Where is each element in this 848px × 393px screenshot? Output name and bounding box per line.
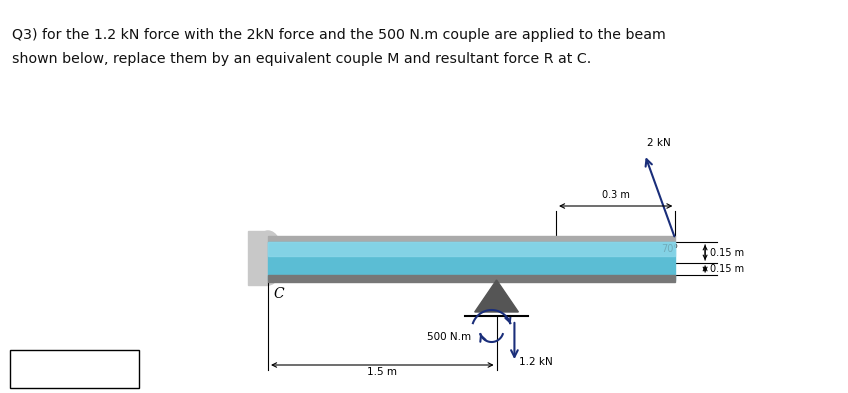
Text: 0.3 m: 0.3 m (602, 190, 630, 200)
Bar (10, 350, 139, 388)
Text: 2 kN: 2 kN (647, 138, 671, 149)
Text: shown below, replace them by an equivalent couple M and resultant force R at C.: shown below, replace them by an equivale… (12, 52, 591, 66)
Bar (268, 242, 675, 280)
Bar (248, 231, 268, 285)
Bar (268, 242, 675, 256)
Text: 0.15 m: 0.15 m (710, 248, 745, 257)
Bar (268, 275, 675, 282)
Ellipse shape (254, 231, 283, 285)
Text: C: C (273, 287, 284, 301)
Bar (268, 236, 675, 242)
Text: Q3) for the 1.2 kN force with the 2kN force and the 500 N.m couple are applied t: Q3) for the 1.2 kN force with the 2kN fo… (12, 28, 666, 42)
Text: 1.2 kN: 1.2 kN (519, 357, 553, 367)
Polygon shape (475, 280, 518, 312)
Text: 0.15 m: 0.15 m (710, 264, 745, 274)
Text: 1.5 m: 1.5 m (367, 367, 398, 377)
Text: 70°: 70° (661, 244, 678, 254)
Text: 500 N.m: 500 N.m (427, 332, 471, 342)
